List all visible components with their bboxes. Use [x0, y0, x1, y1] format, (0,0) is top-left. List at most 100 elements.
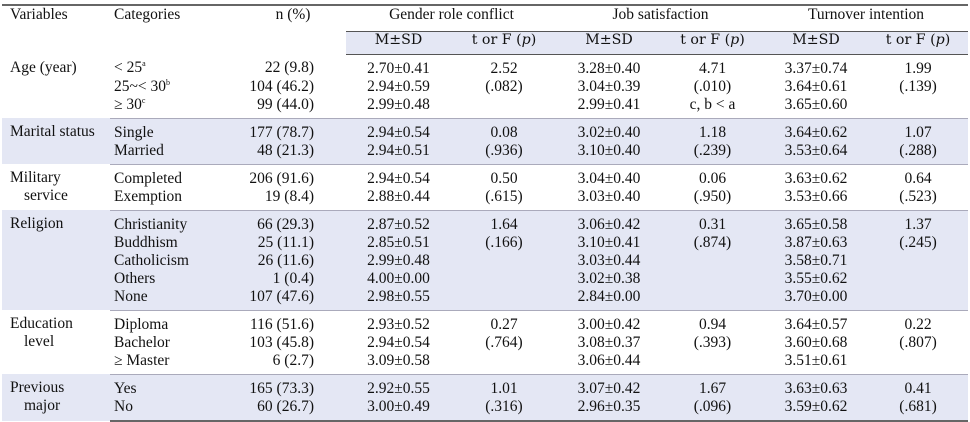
cell-turnover-test: 0.64 — [904, 169, 932, 187]
table-body: Age (year) < 25a 22 (9.8) 2.70±0.41 2.52 3.28… — [2, 54, 969, 422]
cell-turnover-msd: 3.53±0.64 — [764, 141, 868, 165]
cell-job-msd: 3.02±0.40 — [557, 118, 661, 142]
cell-n: 103 (45.8) — [249, 333, 314, 351]
header-row-groups: Variables Categories n (%) Gender role c… — [2, 4, 969, 54]
cell-gender-msd: 2.94±0.54 — [367, 169, 430, 187]
variable-label-line: level — [24, 333, 55, 350]
cell-turnover-msd: 3.55±0.62 — [764, 269, 868, 288]
cell-job-test: (.239) — [661, 141, 764, 165]
cell-job-msd: 3.08±0.37 — [577, 333, 641, 351]
cell-job-test: 4.71 — [698, 59, 727, 77]
cell-gender-msd: 2.87±0.52 — [346, 210, 451, 234]
cell-category: Married — [110, 141, 240, 165]
cell-gender-test — [451, 351, 557, 375]
category-label: No — [114, 397, 133, 415]
cell-job-msd: 3.03±0.40 — [557, 187, 661, 211]
cell-gender-msd: 2.85±0.51 — [346, 233, 451, 252]
cell-gender-test: 0.08 — [451, 118, 557, 142]
header-variables: Variables — [2, 4, 110, 54]
cell-n: 104 (46.2) — [249, 77, 314, 95]
cell-turnover-msd: 3.64±0.61 — [784, 77, 848, 95]
cell-turnover-test — [868, 251, 969, 270]
cell-category: None — [110, 287, 240, 311]
category-label: Buddhism — [114, 233, 178, 251]
category-superscript: c — [141, 95, 146, 105]
cell-job-msd: 2.96±0.35 — [557, 397, 661, 422]
table-row: Catholicism 26 (11.6) 2.99±0.48 3.03±0.44 3.… — [2, 251, 969, 270]
header-test: t or F (p) — [661, 30, 764, 55]
category-label: < 25 — [114, 59, 143, 76]
cell-turnover-test: (.245) — [868, 233, 969, 252]
category-label: Diploma — [114, 315, 169, 333]
cell-job-msd: 3.07±0.42 — [557, 374, 661, 398]
cell-turnover-test: (.523) — [868, 187, 969, 211]
cell-turnover-msd: 3.70±0.00 — [764, 287, 868, 311]
cell-gender-msd: 2.93±0.52 — [367, 315, 430, 333]
table-row: No 60 (26.7) 3.00±0.49 (.316) 2.96±0.35 (.096… — [2, 397, 969, 422]
cell-turnover-test: 0.22 — [904, 315, 932, 333]
category-label: 25~< 30 — [114, 77, 167, 95]
cell-gender-msd: 2.94±0.59 — [367, 77, 430, 95]
header-msd: M±SD — [764, 30, 868, 55]
category-label: ≥ 30 — [114, 95, 142, 113]
characteristics-table: Variables Categories n (%) Gender role c… — [2, 4, 969, 422]
cell-turnover-test — [868, 269, 969, 288]
header-row-stats: M±SD t or F (p) M±SD t or F (p) M±SD t o… — [2, 30, 969, 55]
cell-gender-test — [451, 95, 557, 119]
cell-gender-test: (.082) — [485, 77, 523, 95]
cell-job-msd: 3.02±0.38 — [557, 269, 661, 288]
table-row: ≥ 30c 99 (44.0) 2.99±0.48 2.99±0.41 c, b < a… — [2, 95, 969, 119]
cell-gender-test — [451, 269, 557, 288]
cell-turnover-msd: 3.60±0.68 — [784, 333, 848, 351]
cell-n: 19 (8.4) — [240, 187, 346, 211]
cell-gender-msd: 2.99±0.48 — [346, 95, 451, 119]
cell-category: Catholicism — [110, 251, 240, 270]
table-row: Buddhism 25 (11.1) 2.85±0.51 (.166) 3.10±0.4… — [2, 233, 969, 252]
cell-turnover-test: 0.41 — [868, 374, 969, 398]
cell-job-msd: 3.03±0.44 — [557, 251, 661, 270]
category-label: Others — [114, 269, 156, 287]
cell-turnover-test: 1.99 — [904, 59, 932, 77]
table-row: Bachelor 103 (45.8) 2.94±0.54 (.764) 3.08±0.… — [2, 334, 968, 352]
cell-turnover-msd: 3.51±0.61 — [764, 351, 868, 375]
table-row: Age (year) < 25a 22 (9.8) 2.70±0.41 2.52 3.28… — [2, 54, 968, 78]
table-row: Married 48 (21.3) 2.94±0.51 (.936) 3.10±0.40… — [2, 141, 969, 165]
cell-category: Christianity — [110, 210, 240, 234]
cell-gender-msd: 2.88±0.44 — [346, 187, 451, 211]
cell-category: Completed — [110, 164, 240, 188]
variable-label-line: Religion — [10, 215, 64, 232]
cell-n: 206 (91.6) — [249, 169, 314, 187]
table-row: Exemption 19 (8.4) 2.88±0.44 (.615) 3.03±0.4… — [2, 187, 969, 211]
cell-turnover-msd: 3.65±0.60 — [764, 95, 868, 119]
variable-label-line: Education — [10, 315, 73, 332]
cell-job-test: 1.18 — [661, 118, 764, 142]
cell-n: 26 (11.6) — [240, 251, 346, 270]
cell-n: 1 (0.4) — [240, 269, 346, 288]
cell-gender-test: 1.01 — [451, 374, 557, 398]
cell-gender-test: 0.50 — [490, 169, 518, 187]
cell-job-test: 1.67 — [661, 374, 764, 398]
cell-n: 66 (29.3) — [240, 210, 346, 234]
category-label: Christianity — [114, 215, 188, 233]
cell-job-test: c, b < a — [661, 95, 764, 119]
cell-turnover-test: (.139) — [899, 77, 937, 95]
table-row: Marital status Single 177 (78.7) 2.94±0.54 0… — [2, 118, 969, 164]
cell-gender-test: 2.52 — [490, 59, 518, 77]
variable-label-line: service — [24, 187, 68, 204]
cell-n: 60 (26.7) — [240, 397, 346, 422]
cell-turnover-test: (.807) — [899, 333, 937, 351]
cell-job-msd: 3.28±0.40 — [577, 59, 641, 77]
cell-variable: Religion — [2, 210, 110, 310]
cell-n: 22 (9.8) — [264, 59, 314, 76]
cell-category: Exemption — [110, 187, 240, 211]
header-categories: Categories — [110, 4, 240, 54]
cell-job-test: (.874) — [661, 233, 764, 252]
cell-gender-test: (.936) — [451, 141, 557, 165]
category-label: Exemption — [114, 187, 183, 205]
category-label: Yes — [114, 379, 137, 397]
cell-job-msd: 3.06±0.44 — [557, 351, 661, 375]
cell-job-test: 0.94 — [698, 315, 727, 333]
cell-job-test: (.393) — [693, 333, 732, 351]
variable-label-line: Age (year) — [10, 59, 77, 76]
cell-variable: Marital status — [2, 118, 110, 164]
